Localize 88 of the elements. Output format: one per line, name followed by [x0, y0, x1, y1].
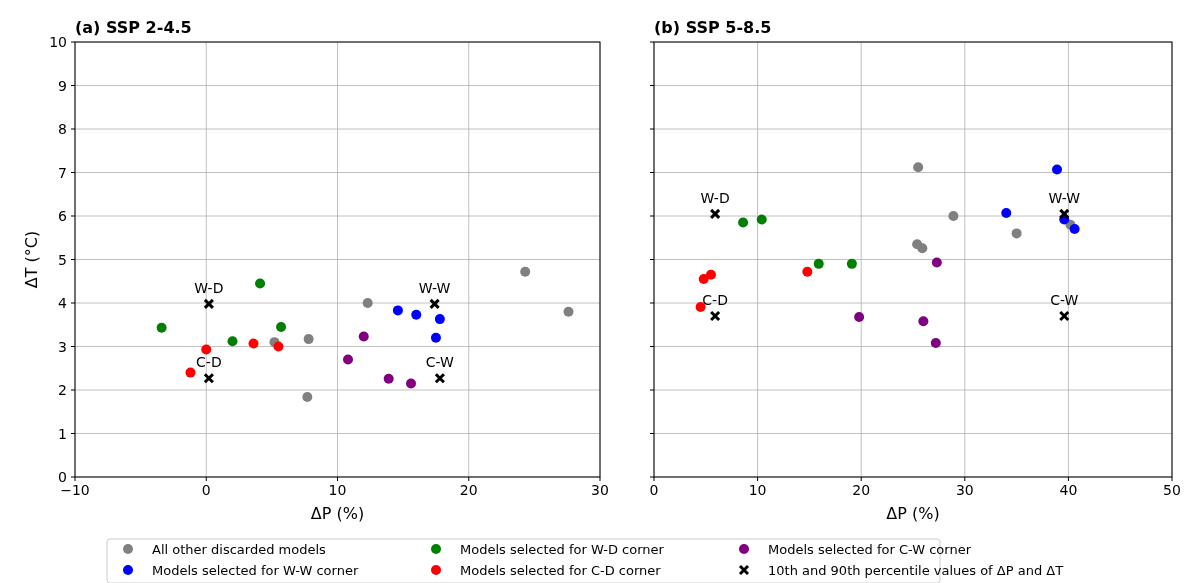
point: [930, 338, 941, 349]
x-axis-title: ΔP (%): [886, 504, 940, 523]
y-tick-label: 2: [58, 382, 67, 398]
point: [813, 258, 824, 269]
y-axis-title: ΔT (°C): [22, 230, 41, 289]
point: [430, 332, 441, 343]
legend-label: All other discarded models: [152, 542, 326, 557]
point: [201, 344, 212, 355]
x-tick-label: 10: [328, 482, 347, 498]
x-tick-label: 0: [649, 482, 659, 498]
point: [1069, 224, 1080, 235]
annotation: C-D: [702, 292, 728, 309]
point: [698, 274, 709, 285]
point: [709, 310, 721, 322]
legend-label: Models selected for W-W corner: [152, 563, 359, 578]
annotation: C-W: [1050, 292, 1079, 309]
point: [203, 372, 215, 384]
y-tick-label: 4: [58, 295, 68, 311]
point: [705, 269, 716, 280]
point: [917, 243, 928, 254]
chart-title: (b) SSP 5-8.5: [654, 18, 772, 37]
legend-label: Models selected for W-D corner: [460, 542, 665, 557]
point: [255, 278, 266, 289]
point: [276, 321, 287, 332]
point: [918, 316, 929, 327]
legend-label: 10th and 90th percentile values of ΔP and ΔT: [768, 563, 1064, 578]
point: [156, 322, 167, 333]
point: [802, 266, 813, 277]
annotation: C-W: [425, 354, 455, 371]
point: [756, 214, 767, 225]
x-tick-label: 20: [459, 482, 478, 498]
annotation: W-W: [418, 279, 451, 296]
point: [406, 378, 416, 389]
point: [434, 372, 446, 384]
annotation: W-W: [1048, 189, 1081, 206]
point: [913, 162, 924, 173]
y-tick-label: 0: [58, 469, 67, 485]
x-tick-label: 20: [852, 482, 871, 498]
point: [1058, 310, 1070, 322]
chart-title: (a) SSP 2-4.5: [75, 18, 192, 37]
x-tick-label: 40: [1059, 482, 1078, 498]
y-tick-label: 8: [58, 121, 67, 137]
point: [429, 298, 441, 310]
y-tick-label: 5: [58, 251, 67, 268]
point: [1058, 208, 1070, 220]
point: [227, 336, 238, 347]
point: [411, 309, 422, 320]
point: [948, 211, 959, 221]
annotation: C-D: [196, 354, 222, 371]
point: [185, 367, 196, 378]
point: [203, 298, 215, 310]
x-tick-label: −10: [60, 482, 90, 498]
point: [520, 266, 531, 277]
point: [931, 257, 942, 268]
x-tick-label: 30: [955, 482, 974, 498]
point: [392, 305, 403, 316]
legend-label: Models selected for C-W corner: [768, 542, 972, 557]
annotation: W-D: [194, 279, 224, 296]
point: [709, 208, 721, 220]
point: [434, 314, 445, 325]
y-tick-label: 7: [58, 164, 67, 181]
x-tick-label: 0: [201, 482, 211, 498]
x-tick-label: 10: [748, 482, 767, 498]
point: [343, 354, 353, 365]
y-tick-label: 1: [58, 425, 67, 442]
legend-label: Models selected for C-D corner: [460, 563, 662, 578]
point: [738, 217, 749, 228]
point: [303, 334, 314, 345]
point: [362, 298, 373, 308]
y-tick-label: 3: [58, 338, 67, 355]
point: [273, 341, 284, 352]
point: [383, 373, 394, 384]
y-tick-label: 6: [58, 208, 68, 224]
y-tick-label: 9: [58, 77, 67, 94]
point: [854, 311, 865, 322]
x-tick-label: 30: [591, 482, 609, 498]
point: [1052, 164, 1062, 175]
point: [358, 331, 369, 342]
point: [1001, 207, 1012, 218]
point: [1011, 228, 1022, 239]
point: [248, 338, 259, 349]
y-tick-label: 10: [49, 34, 67, 50]
point: [563, 306, 574, 317]
x-tick-label: 50: [1163, 482, 1181, 498]
x-axis-title: ΔP (%): [310, 504, 365, 523]
point: [846, 258, 857, 269]
annotation: W-D: [700, 189, 730, 206]
point: [302, 391, 313, 402]
